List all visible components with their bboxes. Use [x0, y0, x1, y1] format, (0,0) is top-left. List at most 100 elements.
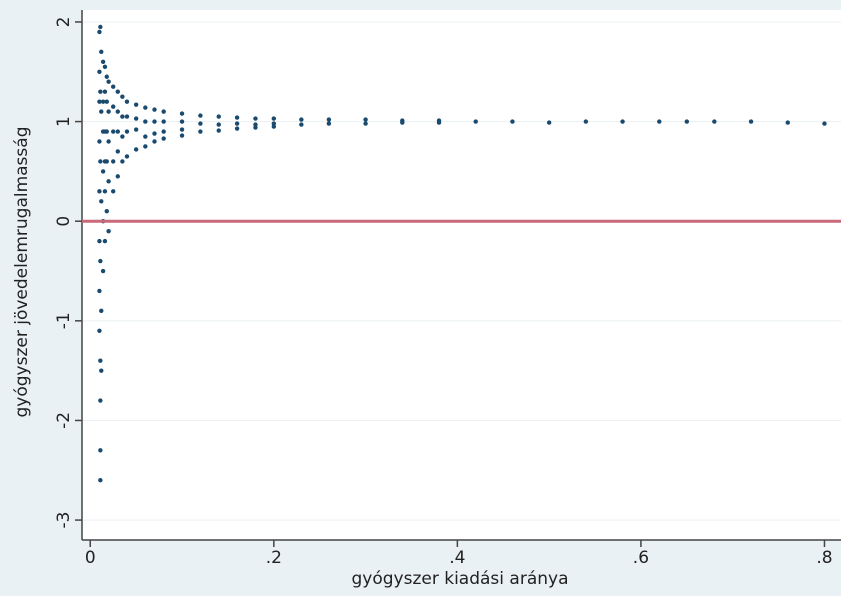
point [106, 139, 111, 144]
point [143, 105, 148, 110]
point [100, 59, 106, 65]
point [198, 113, 203, 118]
point [111, 159, 116, 164]
point [97, 189, 102, 194]
point [299, 122, 304, 127]
point [363, 117, 368, 122]
point [234, 126, 240, 131]
point [124, 154, 130, 159]
point [299, 117, 304, 122]
y-tick-label: 1 [54, 116, 74, 127]
point [120, 114, 125, 119]
point [100, 99, 106, 104]
point [100, 268, 106, 274]
point [161, 129, 166, 134]
x-tick-label: .4 [449, 548, 465, 568]
y-tick-label: 2 [54, 17, 74, 28]
point [161, 136, 166, 141]
point [104, 74, 109, 79]
point [785, 120, 790, 125]
point [98, 89, 103, 94]
x-tick-label: .6 [633, 548, 649, 568]
point [111, 104, 116, 109]
point [822, 121, 827, 126]
point [152, 139, 157, 144]
point [748, 119, 754, 124]
point [253, 116, 258, 121]
point [124, 129, 130, 134]
point [234, 115, 240, 120]
point [98, 24, 103, 30]
point [198, 129, 203, 134]
point [97, 328, 102, 333]
point [99, 308, 104, 314]
point [253, 125, 258, 130]
y-axis-label: gyógyszer jövedelemrugalmasság [12, 127, 32, 418]
point [97, 29, 102, 35]
point [97, 69, 102, 74]
point [133, 127, 139, 132]
point [400, 120, 405, 125]
point [111, 84, 116, 89]
point [98, 448, 103, 453]
y-tick-label: -2 [54, 412, 74, 429]
y-tick-label: 0 [54, 216, 74, 227]
point [216, 122, 221, 127]
point [104, 129, 109, 134]
point [106, 79, 111, 84]
point [97, 238, 102, 244]
point [124, 114, 130, 119]
point [179, 111, 185, 116]
point [102, 189, 108, 194]
point [98, 159, 103, 164]
point [104, 209, 109, 214]
point [97, 139, 102, 144]
point [115, 174, 120, 179]
point [120, 94, 125, 99]
point [271, 116, 277, 121]
point [143, 119, 148, 124]
point [133, 147, 139, 152]
point [120, 134, 125, 139]
point [152, 107, 157, 112]
point [115, 149, 120, 154]
point [104, 159, 109, 164]
point [106, 228, 111, 234]
point [99, 49, 104, 55]
point [684, 119, 690, 124]
point [546, 120, 552, 125]
plot-area [82, 10, 841, 540]
point [115, 89, 120, 94]
point [326, 121, 332, 126]
point [620, 119, 625, 124]
point [133, 102, 139, 107]
x-axis-label: gyógyszer kiadási aránya [352, 569, 569, 589]
point [198, 121, 203, 126]
point [143, 134, 148, 139]
point [98, 358, 103, 363]
point [179, 119, 185, 124]
point [510, 119, 515, 124]
point [133, 116, 139, 121]
point [102, 64, 108, 69]
point [98, 258, 103, 264]
point [152, 119, 157, 124]
point [326, 117, 332, 122]
point [179, 133, 185, 138]
point [97, 99, 102, 104]
point [124, 99, 130, 104]
point [216, 128, 221, 133]
point [115, 109, 120, 114]
point [143, 144, 148, 149]
point [657, 119, 662, 124]
point [120, 159, 125, 164]
point [102, 89, 108, 94]
point [179, 127, 185, 132]
point [152, 131, 157, 136]
point [363, 121, 368, 126]
point [216, 114, 221, 119]
x-tick-label: 0 [85, 548, 96, 568]
y-tick-label: -3 [54, 512, 74, 529]
point [583, 119, 589, 124]
